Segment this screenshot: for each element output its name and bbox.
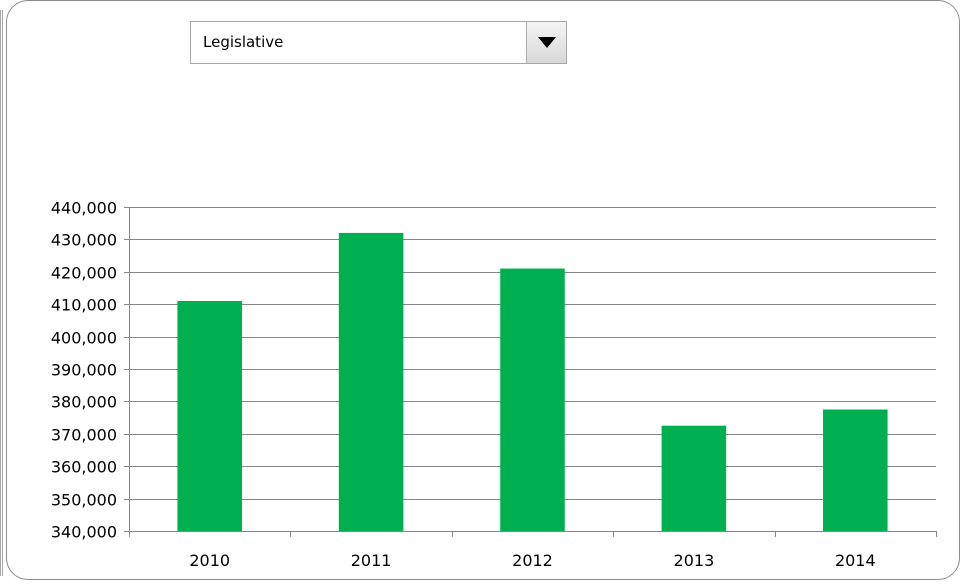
x-tick-label: 2013 [674, 551, 715, 570]
axes [129, 207, 937, 537]
x-tick-label: 2012 [512, 551, 553, 570]
bar-2010 [177, 300, 242, 531]
y-tick-label: 370,000 [51, 426, 117, 445]
y-tick-label: 390,000 [51, 361, 117, 380]
x-tick-label: 2010 [189, 551, 230, 570]
y-tick-label: 430,000 [51, 231, 117, 250]
y-tick-label: 350,000 [51, 491, 117, 510]
x-tick-label: 2011 [351, 551, 392, 570]
category-dropdown[interactable]: Legislative [190, 21, 567, 64]
x-tick-labels: 2010 2011 2012 2013 2014 [189, 551, 875, 570]
y-tick-label: 440,000 [51, 199, 117, 218]
bar-2011 [338, 232, 404, 532]
bar-2014 [823, 409, 888, 531]
y-tick-label: 380,000 [51, 393, 117, 412]
y-tick-labels: 340,000 350,000 360,000 370,000 380,000 390,0… [51, 199, 117, 542]
bars [177, 232, 888, 532]
bar-2013 [661, 425, 727, 531]
y-tick-label: 420,000 [51, 264, 117, 283]
y-tick-label: 410,000 [51, 296, 117, 315]
left-edge-strip [0, 10, 3, 576]
y-tick-label: 400,000 [51, 329, 117, 348]
y-tick-label: 340,000 [51, 523, 117, 542]
y-tick-label: 360,000 [51, 458, 117, 477]
x-tick-label: 2014 [835, 551, 876, 570]
dropdown-toggle-button[interactable] [526, 22, 566, 63]
bar-2012 [500, 268, 565, 531]
chart-frame [6, 0, 960, 580]
chevron-down-icon [537, 37, 556, 48]
dropdown-selected-value: Legislative [203, 33, 284, 51]
